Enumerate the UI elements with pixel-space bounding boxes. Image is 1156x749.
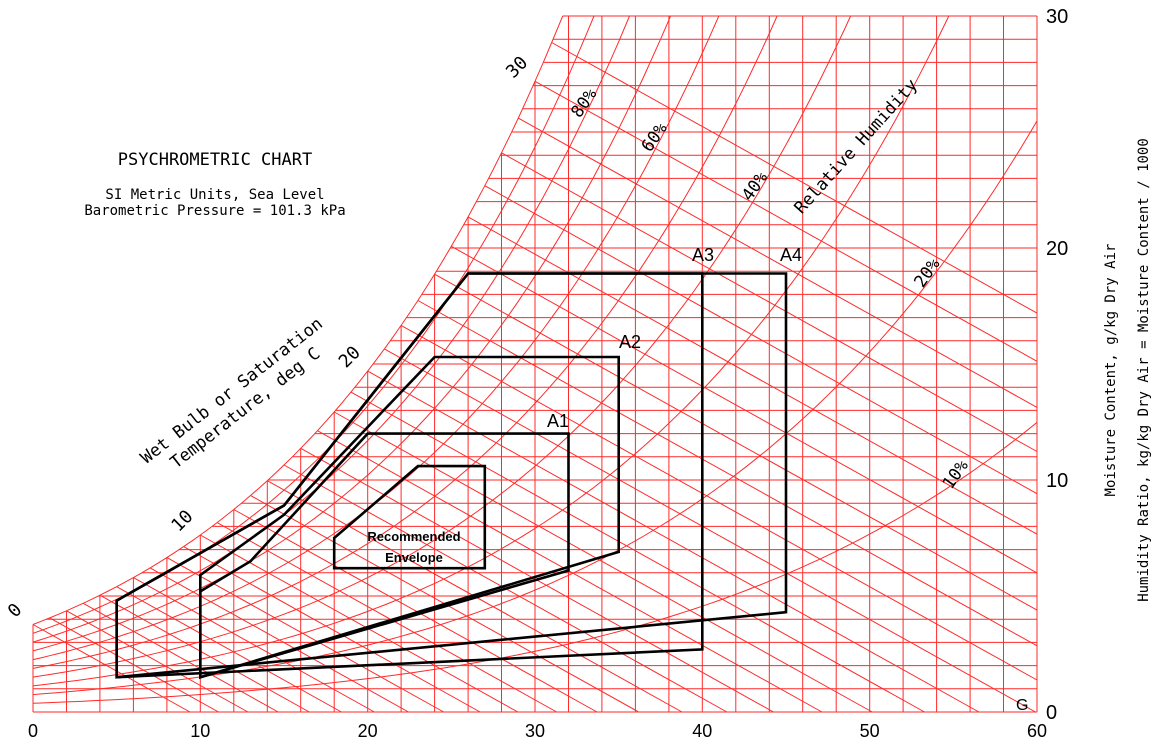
x-tick-label: 30 xyxy=(525,721,545,741)
wetbulb-line xyxy=(384,348,1036,713)
envelope-label-a4: A4 xyxy=(780,245,802,265)
wetbulb-line xyxy=(434,273,1038,611)
wetbulb-line xyxy=(534,80,1038,362)
y-tick-label: 20 xyxy=(1046,238,1068,260)
wetbulb-line xyxy=(32,624,191,713)
wetbulb-tick-label: 10 xyxy=(167,506,197,536)
wetbulb-line xyxy=(367,370,980,713)
wetbulb-line xyxy=(149,567,409,713)
rh-curve xyxy=(32,15,778,669)
chart-subtitle-1: SI Metric Units, Sea Level xyxy=(105,187,324,203)
envelope-a2 xyxy=(199,355,620,679)
wetbulb-line xyxy=(183,546,481,713)
wetbulb-tick-label: 0 xyxy=(4,599,27,622)
rh-curve-label: 20% xyxy=(911,255,945,292)
wetbulb-line xyxy=(551,42,1038,314)
rh-curve xyxy=(32,15,671,652)
wetbulb-line xyxy=(116,586,342,713)
x-tick-label: 20 xyxy=(358,721,378,741)
wetbulb-line xyxy=(451,245,1038,574)
rh-curve xyxy=(32,15,950,687)
envelope-label-a1: A1 xyxy=(547,411,569,431)
x-tick-label: 10 xyxy=(190,721,210,741)
envelope-a4 xyxy=(115,272,788,679)
x-tick-label: 40 xyxy=(692,721,712,741)
wetbulb-tick-label: 30 xyxy=(502,52,532,82)
wetbulb-line xyxy=(99,594,310,713)
x-tick-label: 0 xyxy=(28,721,38,741)
wetbulb-line xyxy=(216,522,557,713)
wetbulb-line xyxy=(233,509,598,713)
y-tick-label: 30 xyxy=(1046,6,1068,28)
chart-subtitle-2: Barometric Pressure = 101.3 kPa xyxy=(84,203,345,219)
wetbulb-line xyxy=(333,411,873,713)
wetbulb-line xyxy=(200,534,519,713)
wetbulb-line xyxy=(133,577,375,713)
y-tick-label: 0 xyxy=(1046,702,1057,724)
wetbulb-axis-label-1: Wet Bulb or Saturation xyxy=(137,314,327,468)
rh-curve xyxy=(32,422,1038,704)
extra-mark-g: G xyxy=(1016,697,1028,714)
rh-curve xyxy=(32,15,852,678)
wetbulb-tick-label: 20 xyxy=(335,342,365,372)
rh-axis-label: Relative Humidity xyxy=(791,75,922,218)
wetbulb-line xyxy=(484,185,1038,495)
y-tick-label: 10 xyxy=(1046,470,1068,492)
envelope-label-a3: A3 xyxy=(692,245,714,265)
y-axis-label-1: Moisture Content, g/kg Dry Air xyxy=(1103,244,1119,497)
envelope-layer xyxy=(115,272,788,679)
wetbulb-line xyxy=(518,117,1038,408)
saturation-curve xyxy=(32,15,564,625)
envelope-label-a2: A2 xyxy=(619,332,641,352)
envelope-recommended-envelope xyxy=(332,464,487,570)
wetbulb-line xyxy=(467,216,1038,535)
recommended-label-1: Recommended xyxy=(367,529,460,544)
wetbulb-line xyxy=(400,324,1038,681)
rh-curve-label: 40% xyxy=(738,168,772,205)
y-axis-label-2: Humidity Ratio, kg/kg Dry Air = Moisture… xyxy=(1136,138,1152,602)
x-tick-label: 60 xyxy=(1027,721,1047,741)
wetbulb-line xyxy=(501,152,1038,452)
x-tick-label: 50 xyxy=(860,721,880,741)
wetbulb-line xyxy=(350,391,925,713)
rh-curve-label: 10% xyxy=(939,457,973,494)
wetbulb-line xyxy=(66,610,249,713)
rh-curve xyxy=(32,15,630,643)
recommended-label-2: Envelope xyxy=(385,550,443,565)
wetbulb-line xyxy=(49,617,219,713)
rh-curve-label: 60% xyxy=(638,119,672,156)
chart-title: PSYCHROMETRIC CHART xyxy=(118,150,312,170)
